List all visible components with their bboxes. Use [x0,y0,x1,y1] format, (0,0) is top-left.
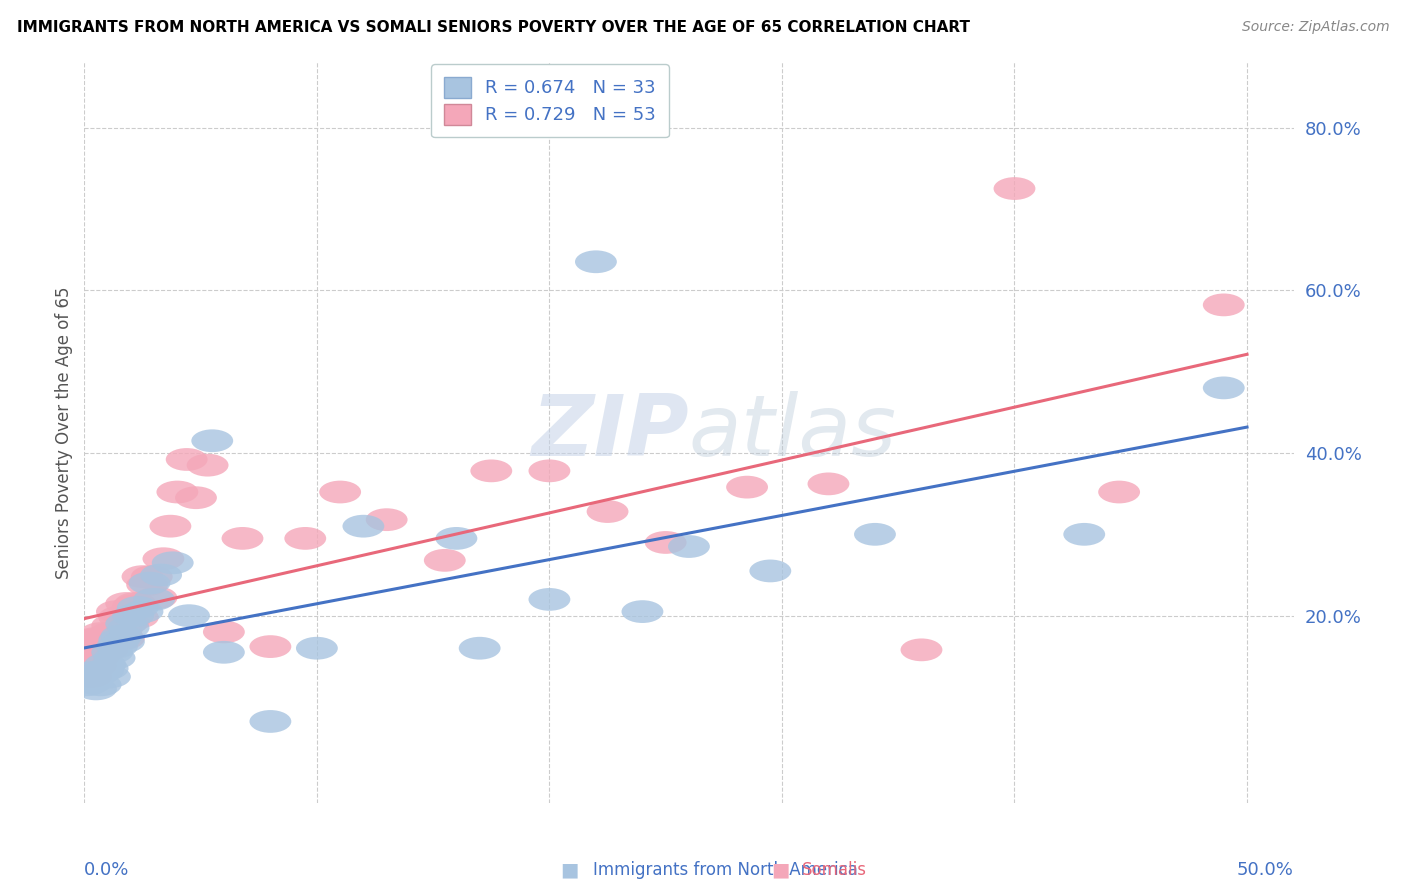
Legend: R = 0.674   N = 33, R = 0.729   N = 53: R = 0.674 N = 33, R = 0.729 N = 53 [432,64,669,137]
Text: ■: ■ [770,860,790,880]
Text: Source: ZipAtlas.com: Source: ZipAtlas.com [1241,20,1389,34]
Text: Somalis: Somalis [801,861,866,879]
Text: ■: ■ [560,860,579,880]
Text: 50.0%: 50.0% [1237,861,1294,879]
Text: ZIP: ZIP [531,391,689,475]
Text: 0.0%: 0.0% [84,861,129,879]
Y-axis label: Seniors Poverty Over the Age of 65: Seniors Poverty Over the Age of 65 [55,286,73,579]
Text: atlas: atlas [689,391,897,475]
Text: Immigrants from North America: Immigrants from North America [593,861,858,879]
Text: IMMIGRANTS FROM NORTH AMERICA VS SOMALI SENIORS POVERTY OVER THE AGE OF 65 CORRE: IMMIGRANTS FROM NORTH AMERICA VS SOMALI … [17,20,970,35]
